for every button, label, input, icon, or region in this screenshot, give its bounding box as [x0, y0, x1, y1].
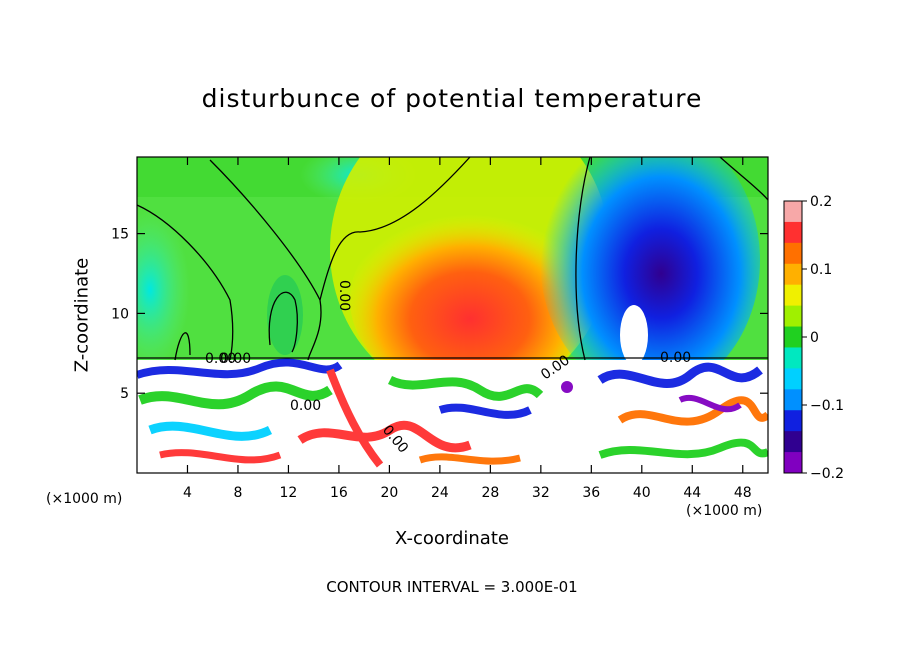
colorbar-swatch — [784, 452, 802, 474]
x-tick-label: 36 — [582, 485, 600, 501]
colorbar-swatch — [784, 347, 802, 369]
contour-label: 0.00 — [660, 350, 691, 366]
colorbar-tick-label: 0.2 — [810, 194, 832, 210]
y-ticks: 5 10 15 — [111, 227, 768, 402]
x-tick-label: 32 — [532, 485, 550, 501]
colorbar-tick-label: −0.1 — [810, 398, 844, 414]
x-tick-label: 48 — [734, 485, 752, 501]
colorbar-tick-label: 0 — [810, 330, 819, 346]
colorbar-swatch — [784, 242, 802, 265]
colorbar-swatch — [784, 431, 802, 453]
x-unit-right: (×1000 m) — [686, 503, 763, 519]
colorbar-swatch — [784, 263, 802, 286]
turbulent-layer — [137, 358, 768, 468]
x-unit-left: (×1000 m) — [46, 491, 123, 507]
x-axis-label: X-coordinate — [395, 528, 509, 549]
colorbar-swatch — [784, 326, 802, 348]
x-tick-label: 4 — [183, 485, 192, 501]
x-tick-label: 24 — [431, 485, 449, 501]
plot-frame — [136, 156, 769, 474]
x-tick-label: 44 — [683, 485, 701, 501]
x-tick-label: 12 — [280, 485, 298, 501]
contour-label: 0.00 — [336, 280, 352, 311]
colorbar-swatch — [784, 305, 802, 328]
x-tick-label: 20 — [380, 485, 398, 501]
contour-label: 0.00 — [205, 351, 236, 367]
colorbar-swatch — [784, 284, 802, 307]
colorbar-swatch — [784, 368, 802, 390]
colorbar-tick-label: 0.1 — [810, 262, 832, 278]
y-tick-label: 5 — [120, 386, 129, 402]
y-tick-label: 15 — [111, 227, 129, 243]
colorbar-swatch — [784, 389, 802, 411]
colorbar-swatch — [784, 221, 802, 244]
x-tick-label: 28 — [481, 485, 499, 501]
contour-lines — [137, 157, 768, 361]
contour-interval: CONTOUR INTERVAL = 3.000E-01 — [326, 578, 578, 596]
x-tick-label: 40 — [633, 485, 651, 501]
colorbar-tick-label: −0.2 — [810, 466, 844, 482]
chart-title: disturbunce of potential temperature — [201, 84, 703, 113]
colorbar-swatch — [784, 410, 802, 432]
x-ticks: 4 8 12 16 20 24 28 32 36 40 44 48 — [183, 157, 752, 501]
contour-label: 0.00 — [220, 351, 251, 367]
x-tick-label: 8 — [233, 485, 242, 501]
y-tick-label: 10 — [111, 306, 129, 322]
contour-label: 0.00 — [290, 398, 321, 414]
heatmap-field — [137, 157, 768, 473]
x-tick-label: 16 — [330, 485, 348, 501]
colorbar-swatch — [784, 201, 802, 223]
colorbar: 0.2 0.1 0 −0.1 −0.2 — [783, 194, 844, 482]
